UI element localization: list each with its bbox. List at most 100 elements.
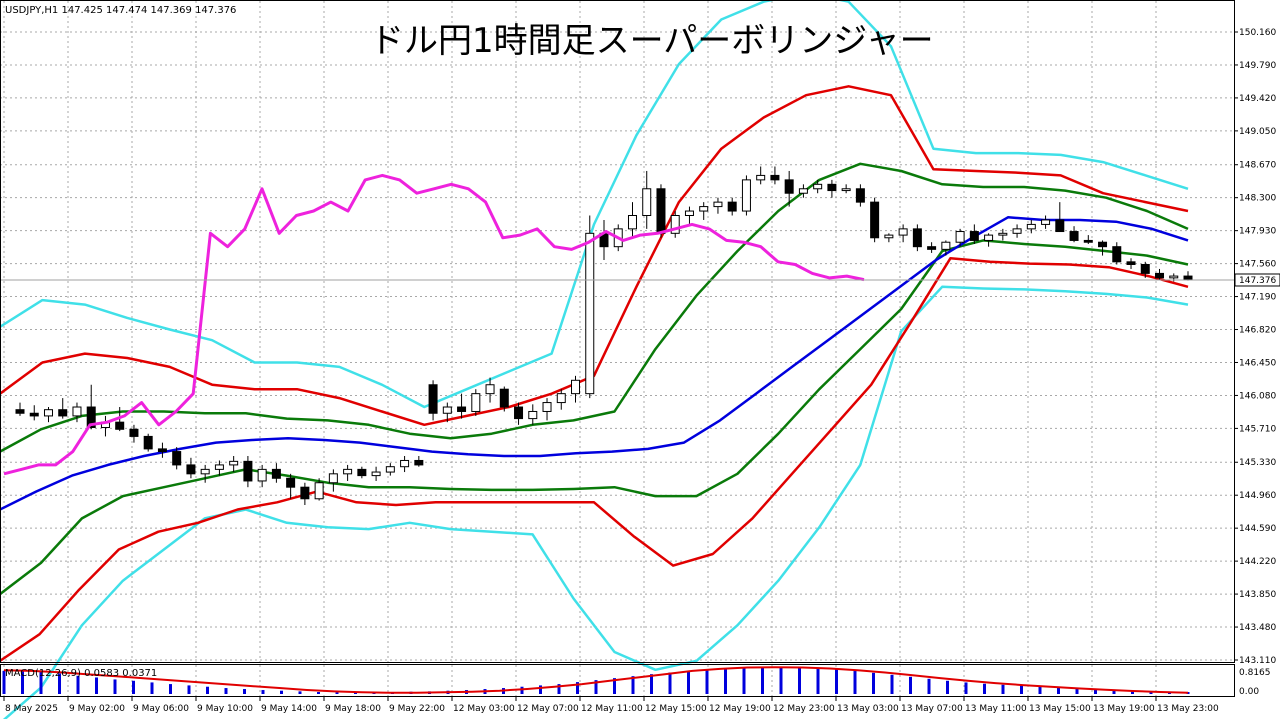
time-tick-label: 12 May 23:00 [773,704,835,714]
candle-bear [286,477,296,488]
candle-bear [827,183,837,192]
candle-bull [385,466,395,473]
candle-bear [143,435,153,450]
candle-bear [414,459,424,466]
price-tick-label: 149.050 [1239,127,1276,137]
candle-bull [684,210,694,217]
candle-bull [542,402,552,412]
candle-bear [15,409,25,414]
candle-bull [642,188,652,217]
candle-bear [86,406,96,429]
price-tick-label: 144.960 [1239,491,1276,501]
candle-bull [941,241,951,250]
time-tick-label: 9 May 22:00 [389,704,445,714]
candle-bear [855,188,865,203]
candle-bear [1183,275,1193,281]
candle-bear [912,228,922,248]
chikou-line [3,173,865,476]
candle-bear [1112,246,1122,263]
macd-axis-top: 0.8165 [1239,668,1271,678]
candle-bull [699,206,709,212]
candle-bull [371,471,381,477]
candle-bear [29,412,39,417]
price-tick-label: 147.190 [1239,293,1276,303]
candle-bear [300,486,310,500]
candle-bull [798,188,808,194]
time-tick-label: 12 May 07:00 [517,704,579,714]
candle-bull [556,393,566,404]
macd-axis-zero: 0.00 [1239,687,1259,697]
price-tick-label: 150.160 [1239,28,1276,38]
candle-bear [186,464,196,475]
candle-bull [485,384,495,395]
price-tick-label: 149.420 [1239,94,1276,104]
candle-bull [627,215,637,230]
candle-bear [428,384,438,414]
candlesticks [15,166,1193,506]
band-upper-1 [0,162,1189,453]
price-tick-label: 147.930 [1239,227,1276,237]
price-tick-label: 149.790 [1239,61,1276,71]
time-tick-label: 13 May 07:00 [901,704,963,714]
price-tick-label: 144.220 [1239,557,1276,567]
candle-bull [741,179,751,212]
candle-bear [172,451,182,466]
candle-bear [656,188,666,234]
candle-bull [257,468,267,482]
candle-bear [1098,241,1108,248]
candle-bull [442,406,452,414]
candle-bull [955,231,965,243]
candle-bear [243,460,253,482]
price-tick-label: 147.560 [1239,260,1276,270]
time-tick-label: 13 May 11:00 [965,704,1027,714]
time-tick-label: 13 May 15:00 [1029,704,1091,714]
candle-bear [870,201,880,239]
candle-bull [328,473,338,484]
time-tick-label: 8 May 2025 [5,704,58,714]
candle-bull [471,393,481,412]
candle-bull [585,232,595,395]
time-tick-label: 9 May 10:00 [197,704,253,714]
candle-bear [514,406,524,420]
candle-bull [43,409,53,417]
price-tick-label: 143.480 [1239,623,1276,633]
current-price-label: 147.376 [1239,276,1276,286]
candle-bear [969,231,979,241]
candle-bull [1026,223,1036,230]
candle-bear [129,428,139,437]
time-tick-label: 12 May 19:00 [709,704,771,714]
candle-bear [1126,261,1136,265]
candle-bull [1012,228,1022,234]
candle-bull [214,464,224,470]
macd-label: MACD(12,26,9) 0.0583 0.0371 [5,668,157,679]
candle-bear [157,448,167,453]
candle-bull [200,468,210,475]
sma-line [0,216,1189,511]
candle-bull [400,459,410,468]
candle-bear [499,388,509,408]
candle-bear [927,246,937,250]
macd-signal-line [3,666,1189,694]
price-tick-label: 146.080 [1239,391,1276,401]
candle-bull [898,228,908,236]
time-tick-label: 13 May 19:00 [1093,704,1155,714]
chikou-span [3,173,865,476]
candle-bull [571,379,581,395]
price-tick-label: 148.670 [1239,161,1276,171]
candle-bull [841,188,851,192]
time-tick-label: 9 May 18:00 [325,704,381,714]
candle-bear [1069,231,1079,241]
candle-bull [998,232,1008,236]
symbol-info: USDJPY,H1 147.425 147.474 147.369 147.37… [5,5,236,16]
band-lower-1 [0,239,1189,596]
price-tick-label: 144.590 [1239,524,1276,534]
candle-bear [1055,219,1065,233]
candle-bear [457,406,467,412]
candle-bull [343,468,353,475]
price-tick-label: 143.850 [1239,590,1276,600]
price-tick-label: 146.820 [1239,326,1276,336]
candle-bull [713,201,723,208]
candle-bull [1169,275,1179,279]
